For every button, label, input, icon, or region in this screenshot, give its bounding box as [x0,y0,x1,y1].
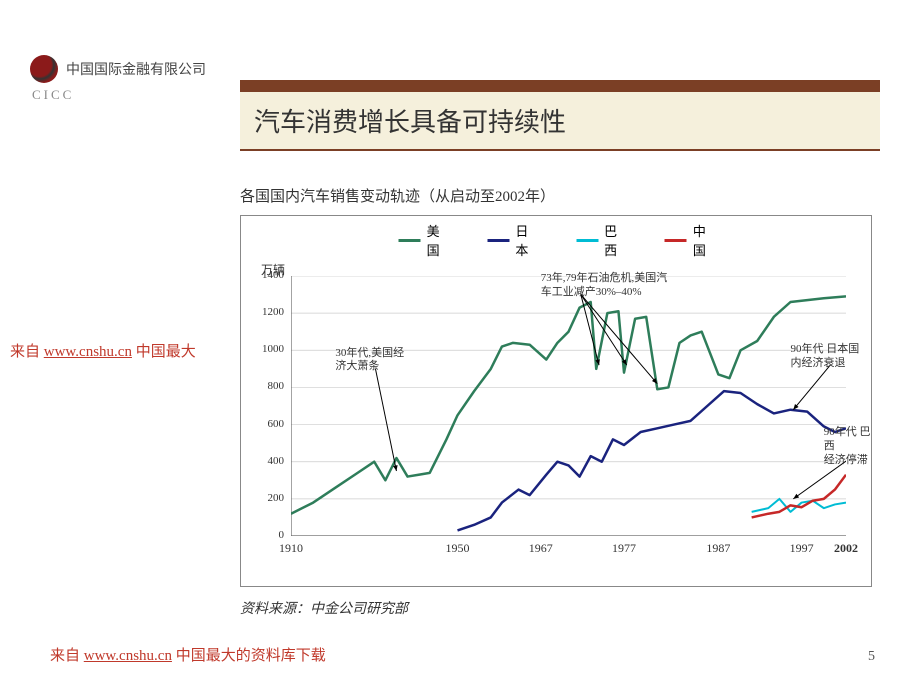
legend-item: 中国 [665,221,714,259]
title-bar [240,80,880,92]
logo-block: 中国国际金融有限公司 CICC [30,55,206,103]
title-block: 汽车消费增长具备可持续性 [240,80,880,151]
legend-item: 巴西 [576,221,625,259]
legend: 美国 日本 巴西 中国 [399,221,714,259]
watermark-link[interactable]: www.cnshu.cn [84,648,172,664]
line-chart: 美国日本巴西中国 万辆 1910195019671977198719972002… [240,215,872,587]
watermark-bottom: 来自 www.cnshu.cn 中国最大的资料库下载 [50,644,326,665]
watermark-link[interactable]: www.cnshu.cn [44,344,132,360]
chart-subtitle: 各国国内汽车销售变动轨迹（从启动至2002年） [240,185,555,206]
chart-svg [291,276,846,536]
annotation: 30年代,美国经济大萧条 [335,347,404,375]
annotation: 73年,79年石油危机,美国汽车工业减产30%–40% [541,272,668,300]
chart-source: 资料来源：中金公司研究部 [240,598,408,618]
annotation: 90年代 巴西经济停滞 [824,426,871,467]
page-title: 汽车消费增长具备可持续性 [254,108,566,137]
annotation: 90年代 日本国内经济衰退 [791,343,860,371]
legend-item: 美国 [399,221,448,259]
page-number: 5 [868,649,875,665]
company-zh: 中国国际金融有限公司 [66,59,206,79]
legend-item: 日本 [487,221,536,259]
company-en: CICC [32,87,206,103]
watermark-mid: 来自 www.cnshu.cn 中国最大 [10,340,196,361]
logo-icon [30,55,58,83]
